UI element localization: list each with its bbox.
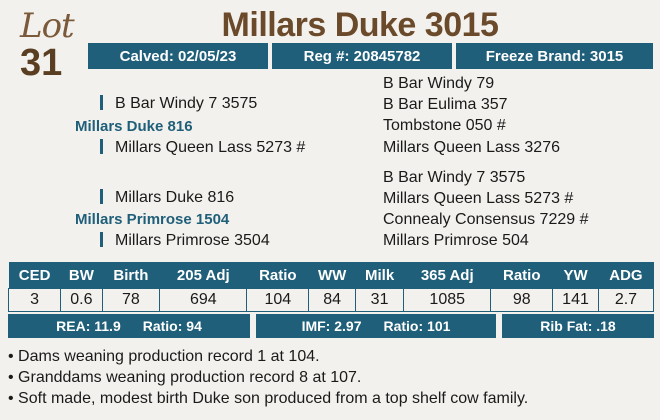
- registration-number: Reg #: 20845782: [272, 43, 452, 69]
- value-ratio-2: 98: [490, 288, 554, 312]
- header-ced: CED: [8, 262, 61, 289]
- pedigree-dam-dam: Millars Primrose 3504: [100, 232, 270, 250]
- value-yw: 141: [552, 288, 599, 312]
- lot-label: Lot: [20, 6, 75, 46]
- value-birth: 78: [101, 288, 161, 312]
- value-205-adj: 694: [159, 288, 248, 312]
- header-ratio-2: Ratio: [490, 262, 553, 289]
- rea-bar: REA: 11.9 Ratio: 94: [8, 314, 250, 338]
- rib-fat-bar: Rib Fat: .18: [502, 314, 654, 338]
- pedigree-sire-sire: B Bar Windy 7 3575: [100, 95, 257, 113]
- value-365-adj: 1085: [403, 288, 492, 312]
- performance-header-row: CED BW Birth 205 Adj Ratio WW Milk 365 A…: [8, 262, 654, 289]
- pedigree-ddd: Millars Primrose 504: [383, 232, 529, 249]
- pedigree-sire: Millars Duke 816: [75, 118, 193, 135]
- value-milk: 31: [354, 288, 405, 312]
- page-title: Millars Duke 3015: [221, 6, 499, 44]
- imf-value: IMF: 2.97: [301, 318, 362, 334]
- header-205-adj: 205 Adj: [159, 262, 247, 289]
- notes-list: Dams weaning production record 1 at 104.…: [8, 346, 528, 409]
- header-365-adj: 365 Adj: [403, 262, 491, 289]
- value-ratio: 104: [246, 288, 310, 312]
- value-adg: 2.7: [597, 288, 655, 312]
- info-bar: Calved: 02/05/23 Reg #: 20845782 Freeze …: [88, 43, 653, 69]
- value-bw: 0.6: [60, 288, 103, 312]
- pedigree-dam: Millars Primrose 1504: [75, 211, 230, 228]
- rib-fat-value: Rib Fat: .18: [540, 318, 616, 334]
- performance-table: CED BW Birth 205 Adj Ratio WW Milk 365 A…: [7, 262, 655, 312]
- pedigree-dds: Connealy Consensus 7229 #: [383, 211, 589, 228]
- lot-number: 31: [20, 42, 63, 84]
- rea-ratio: Ratio: 94: [142, 318, 202, 334]
- header-adg: ADG: [598, 262, 654, 289]
- header-ww: WW: [308, 262, 356, 289]
- note-item: Granddams weaning production record 8 at…: [8, 367, 528, 388]
- value-ww: 84: [308, 288, 356, 312]
- pedigree-sds: Tombstone 050 #: [383, 117, 506, 134]
- pedigree-dam-sire: Millars Duke 816: [100, 189, 234, 207]
- value-ced: 3: [7, 288, 62, 312]
- header-yw: YW: [552, 262, 599, 289]
- rea-value: REA: 11.9: [56, 318, 121, 334]
- header-ratio: Ratio: [246, 262, 309, 289]
- pedigree-sire-dam: Millars Queen Lass 5273 #: [100, 139, 305, 157]
- note-item: Dams weaning production record 1 at 104.: [8, 346, 528, 367]
- header-milk: Milk: [355, 262, 404, 289]
- header-bw: BW: [60, 262, 102, 289]
- imf-ratio: Ratio: 101: [383, 318, 451, 334]
- pedigree-dsd: Millars Queen Lass 5273 #: [383, 190, 574, 207]
- performance-value-row: 3 0.6 78 694 104 84 31 1085 98 141 2.7: [7, 288, 655, 312]
- header-birth: Birth: [102, 262, 160, 289]
- pedigree-sss: B Bar Windy 79: [383, 75, 495, 92]
- imf-bar: IMF: 2.97 Ratio: 101: [256, 314, 496, 338]
- pedigree-dss: B Bar Windy 7 3575: [383, 169, 526, 186]
- pedigree-ssd: B Bar Eulima 357: [383, 96, 508, 113]
- note-item: Soft made, modest birth Duke son produce…: [8, 388, 528, 409]
- pedigree-sdd: Millars Queen Lass 3276: [383, 139, 560, 156]
- freeze-brand: Freeze Brand: 3015: [456, 43, 653, 69]
- calved-date: Calved: 02/05/23: [88, 43, 268, 69]
